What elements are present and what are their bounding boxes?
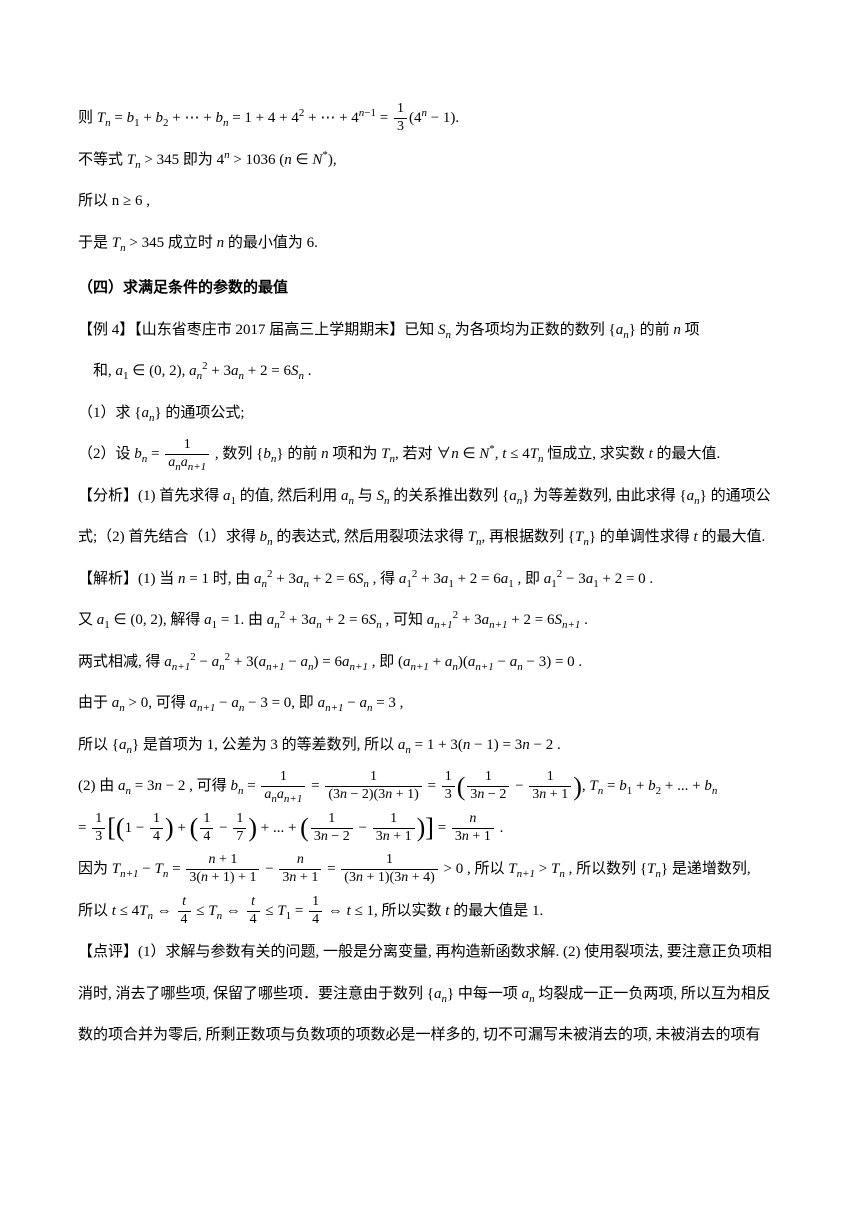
comment-line-1: 【点评】(1）求解与参数有关的问题, 一般是分离变量, 再构造新函数求解. (2…: [78, 934, 782, 972]
comment-line-2: 消时, 消去了哪些项, 保留了哪些项．要注意由于数列 {an} 中每一项 an …: [78, 976, 782, 1014]
line-min-value: 于是 Tn > 345 成立时 n 的最小值为 6.: [78, 225, 782, 263]
question-1: （1）求 {an} 的通项公式;: [78, 395, 782, 433]
solution-line-8: 因为 Tn+1 − Tn = n + 13(n + 1) + 1 − n3n +…: [78, 851, 782, 889]
comment-line-3: 数的项合并为零后, 所剩正数项与负数项的项数必是一样多的, 切不可漏写未被消去的…: [78, 1017, 782, 1055]
solution-line-9: 所以 t ≤ 4Tn ⇔ t4 ≤ Tn ⇔ t4 ≤ T1 = 14 ⇔ t …: [78, 893, 782, 931]
section-4-heading: （四）求满足条件的参数的最值: [78, 270, 782, 308]
line-n-geq-6: 所以 n ≥ 6 ,: [78, 183, 782, 221]
solution-line-6: (2) 由 an = 3n − 2 , 可得 bn = 1anan+1 = 1(…: [78, 768, 782, 806]
question-2: （2）设 bn = 1anan+1 , 数列 {bn} 的前 n 项和为 Tn,…: [78, 436, 782, 474]
solution-line-5: 所以 {an} 是首项为 1, 公差为 3 的等差数列, 所以 an = 1 +…: [78, 727, 782, 765]
line-tn-sum: 则 Tn = b1 + b2 + ⋯ + bn = 1 + 4 + 42 + ⋯…: [78, 100, 782, 138]
analysis-line-1: 【分析】(1) 首先求得 a1 的值, 然后利用 an 与 Sn 的关系推出数列…: [78, 478, 782, 516]
example-4-title: 【例 4】【山东省枣庄市 2017 届高三上学期期末】已知 Sn 为各项均为正数…: [78, 312, 782, 350]
solution-line-3: 两式相减, 得 an+12 − an2 + 3(an+1 − an) = 6an…: [78, 644, 782, 682]
solution-line-2: 又 a1 ∈ (0, 2), 解得 a1 = 1. 由 an2 + 3an + …: [78, 602, 782, 640]
line-inequality: 不等式 Tn > 345 即为 4n > 1036 (n ∈ N*),: [78, 142, 782, 180]
analysis-line-2: 式;（2) 首先结合（1）求得 bn 的表达式, 然后用裂项法求得 Tn, 再根…: [78, 519, 782, 557]
example-4-condition: 和, a1 ∈ (0, 2), an2 + 3an + 2 = 6Sn .: [78, 353, 782, 391]
solution-line-7: = 13[(1 − 14) + (14 − 17) + ... + (13n −…: [78, 810, 782, 848]
solution-line-1: 【解析】(1) 当 n = 1 时, 由 an2 + 3an + 2 = 6Sn…: [78, 561, 782, 599]
solution-line-4: 由于 an > 0, 可得 an+1 − an − 3 = 0, 即 an+1 …: [78, 685, 782, 723]
